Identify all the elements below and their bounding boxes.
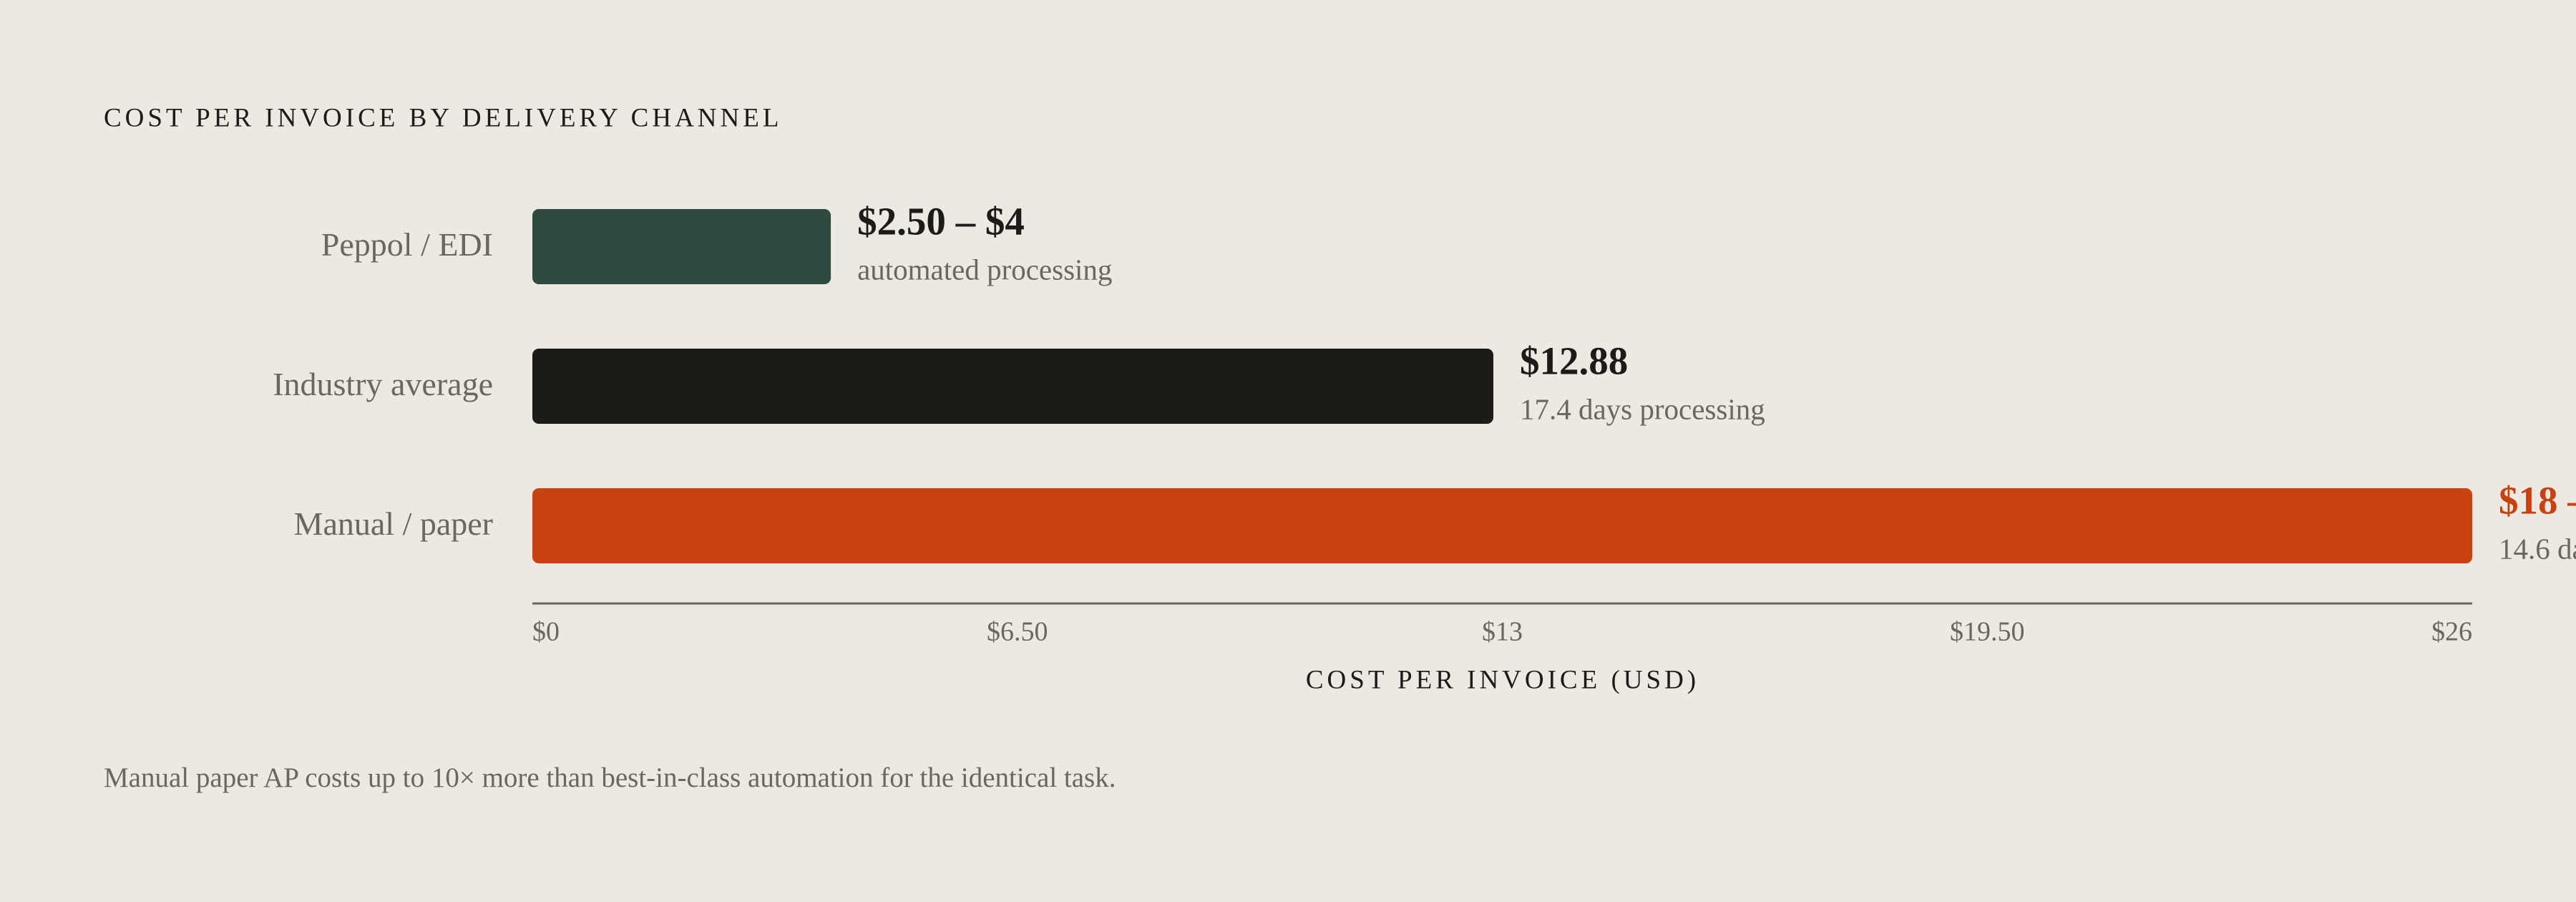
bar bbox=[532, 209, 831, 284]
value-label: $2.50 – $4 bbox=[857, 200, 1025, 243]
bar bbox=[532, 349, 1493, 424]
bar-note: 17.4 days processing bbox=[1520, 392, 1765, 425]
value-label: $12.88 bbox=[1520, 339, 1628, 383]
x-tick-label: $6.50 bbox=[987, 617, 1048, 647]
category-label: Manual / paper bbox=[294, 505, 493, 542]
x-tick-label: $0 bbox=[532, 617, 560, 647]
value-label: $18 – bbox=[2499, 479, 2576, 523]
chart-title: COST PER INVOICE BY DELIVERY CHANNEL bbox=[104, 103, 782, 132]
bar bbox=[532, 488, 2472, 563]
footnote: Manual paper AP costs up to 10× more tha… bbox=[104, 762, 1116, 793]
bar-note: 14.6 da bbox=[2499, 532, 2576, 565]
category-label: Peppol / EDI bbox=[321, 226, 493, 263]
x-axis-title: COST PER INVOICE (USD) bbox=[1306, 665, 1699, 694]
bar-note: automated processing bbox=[857, 253, 1112, 286]
x-tick-label: $13 bbox=[1482, 617, 1523, 647]
x-tick-label: $19.50 bbox=[1950, 617, 2025, 647]
x-tick-label: $26 bbox=[2431, 617, 2472, 647]
category-label: Industry average bbox=[273, 366, 493, 402]
